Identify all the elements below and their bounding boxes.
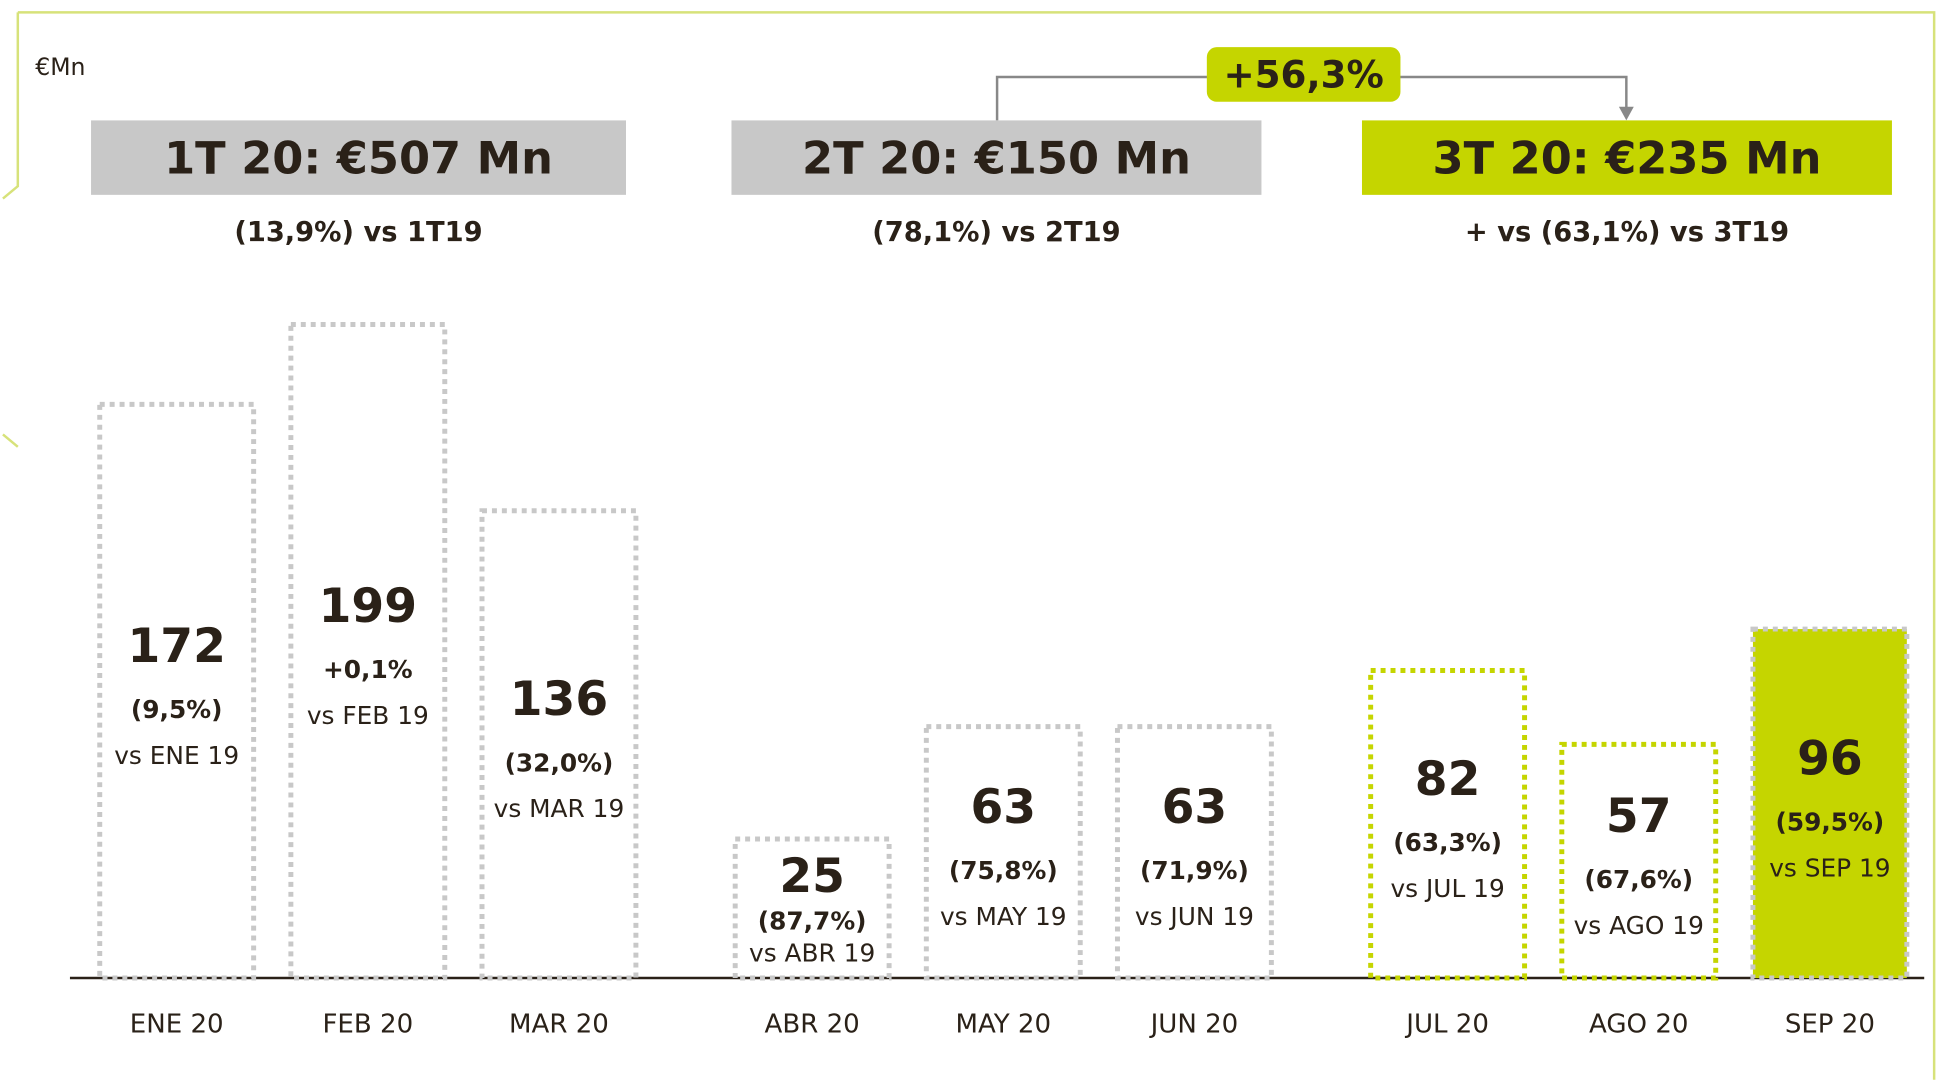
quarter-title: 3T 20: €235 Mn [1433, 132, 1822, 184]
comparison-label: vs MAR 19 [494, 794, 625, 823]
frame [2, 11, 1936, 1080]
comparison-label: vs ABR 19 [749, 939, 875, 968]
quarter-subtitle: (13,9%) vs 1T19 [234, 217, 482, 248]
bar [1368, 667, 1528, 981]
annotation: +56,3% [1223, 52, 1383, 96]
value-label: 172 [127, 619, 225, 674]
value-label: 63 [1162, 780, 1228, 835]
change-label: (9,5%) [131, 695, 222, 724]
x-tick-label: ABR 20 [765, 1010, 860, 1040]
bar [288, 322, 448, 981]
comparison-label: vs FEB 19 [307, 701, 429, 730]
comparison-label: vs ENE 19 [114, 741, 239, 770]
change-label: (87,7%) [758, 906, 867, 935]
comparison-label: vs JUL 19 [1390, 874, 1504, 903]
change-label: (59,5%) [1776, 807, 1885, 836]
quarter-subtitle: (78,1%) vs 2T19 [872, 217, 1120, 248]
x-tick-label: JUN 20 [1149, 1010, 1239, 1040]
value-label: 25 [779, 849, 845, 904]
change-label: (63,3%) [1393, 828, 1502, 857]
bar [1559, 741, 1719, 981]
bar [923, 724, 1083, 981]
value-label: 82 [1415, 752, 1481, 807]
annotation-box [1206, 47, 1401, 102]
change-label: (67,6%) [1584, 865, 1693, 894]
value-label: 136 [510, 672, 608, 727]
change-label: (71,9%) [1140, 856, 1249, 885]
value-label: 199 [319, 579, 417, 634]
unit-label: €Mn [35, 53, 85, 81]
value-label: 63 [970, 780, 1036, 835]
x-tick-label: JUL 20 [1404, 1010, 1489, 1040]
x-tick-label: MAY 20 [955, 1010, 1051, 1040]
quarter-box [1361, 120, 1892, 195]
value-label: 96 [1797, 731, 1863, 786]
bar [1750, 626, 1910, 981]
comparison-label: vs SEP 19 [1769, 853, 1890, 882]
x-tick-label: ENE 20 [130, 1010, 224, 1040]
value-label: 57 [1606, 789, 1672, 844]
comparison-label: vs JUN 19 [1135, 902, 1254, 931]
bar [479, 508, 639, 981]
comparison-label: vs AGO 19 [1574, 911, 1704, 940]
x-tick-label: AGO 20 [1589, 1010, 1688, 1040]
quarter-title: 2T 20: €150 Mn [802, 132, 1191, 184]
arrow-head [1618, 106, 1634, 121]
quarter-title: 1T 20: €507 Mn [164, 132, 553, 184]
comparison-label: vs MAY 19 [940, 902, 1067, 931]
quarter-box [91, 120, 626, 195]
change-label: +0,1% [323, 655, 413, 684]
bar [732, 836, 892, 981]
x-tick-label: FEB 20 [322, 1010, 413, 1040]
change-label: (32,0%) [505, 748, 614, 777]
change-label: (75,8%) [949, 856, 1058, 885]
x-tick-label: MAR 20 [509, 1010, 609, 1040]
quarter-subtitle: + vs (63,1%) vs 3T19 [1465, 217, 1789, 248]
quarter-box [731, 120, 1262, 195]
bar [97, 401, 257, 981]
bar [1114, 724, 1274, 981]
x-tick-label: SEP 20 [1785, 1010, 1875, 1040]
